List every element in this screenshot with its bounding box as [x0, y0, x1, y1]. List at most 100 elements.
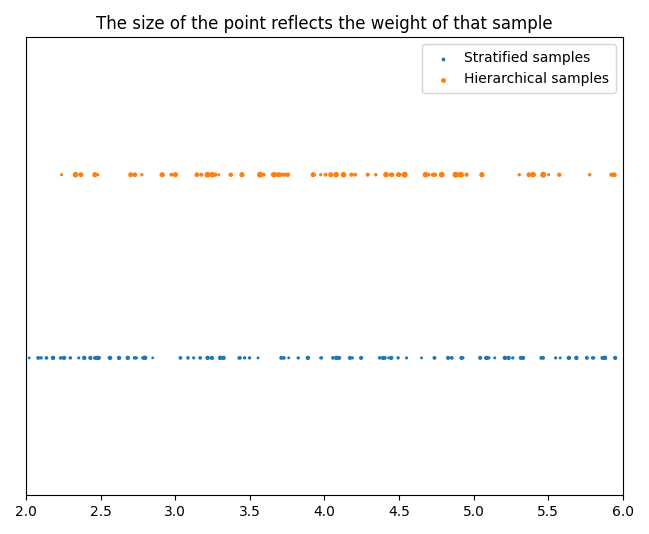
Hierarchical samples	[428, 170, 438, 179]
Hierarchical samples	[524, 170, 534, 179]
Hierarchical samples	[225, 170, 236, 179]
Stratified samples	[58, 354, 69, 362]
Stratified samples	[114, 354, 124, 362]
Stratified samples	[92, 354, 103, 362]
Hierarchical samples	[156, 170, 167, 179]
Stratified samples	[131, 354, 141, 362]
Stratified samples	[536, 354, 546, 362]
Stratified samples	[36, 354, 46, 362]
Stratified samples	[235, 354, 245, 362]
Hierarchical samples	[477, 170, 487, 179]
Hierarchical samples	[71, 170, 81, 179]
Stratified samples	[429, 354, 439, 362]
Hierarchical samples	[282, 170, 293, 179]
Hierarchical samples	[270, 170, 280, 179]
Hierarchical samples	[273, 170, 284, 179]
Stratified samples	[278, 354, 289, 362]
Stratified samples	[215, 354, 225, 362]
Hierarchical samples	[76, 170, 86, 179]
Hierarchical samples	[387, 170, 397, 179]
Stratified samples	[378, 354, 388, 362]
Stratified samples	[600, 354, 610, 362]
Stratified samples	[504, 354, 514, 362]
Hierarchical samples	[386, 170, 396, 179]
Stratified samples	[73, 354, 84, 362]
Hierarchical samples	[609, 170, 620, 179]
Hierarchical samples	[315, 170, 326, 179]
Hierarchical samples	[430, 170, 440, 179]
Stratified samples	[245, 354, 255, 362]
Hierarchical samples	[170, 170, 180, 179]
Stratified samples	[571, 354, 582, 362]
Hierarchical samples	[606, 170, 617, 179]
Hierarchical samples	[394, 170, 404, 179]
Title: The size of the point reflects the weight of that sample: The size of the point reflects the weigh…	[96, 15, 553, 33]
Hierarchical samples	[196, 170, 206, 179]
Stratified samples	[253, 354, 263, 362]
Stratified samples	[475, 354, 485, 362]
Stratified samples	[610, 354, 620, 362]
Hierarchical samples	[207, 170, 217, 179]
Stratified samples	[374, 354, 385, 362]
Hierarchical samples	[93, 170, 103, 179]
Hierarchical samples	[278, 170, 288, 179]
Stratified samples	[500, 354, 510, 362]
Stratified samples	[380, 354, 390, 362]
Hierarchical samples	[157, 170, 167, 179]
Hierarchical samples	[90, 170, 100, 179]
Stratified samples	[24, 354, 34, 362]
Stratified samples	[302, 354, 313, 362]
Stratified samples	[481, 354, 491, 362]
Hierarchical samples	[309, 170, 319, 179]
Hierarchical samples	[453, 170, 463, 179]
Stratified samples	[416, 354, 426, 362]
Hierarchical samples	[338, 170, 349, 179]
Hierarchical samples	[371, 170, 381, 179]
Stratified samples	[456, 354, 467, 362]
Stratified samples	[597, 354, 607, 362]
Stratified samples	[331, 354, 341, 362]
Hierarchical samples	[528, 170, 538, 179]
Stratified samples	[140, 354, 151, 362]
Stratified samples	[234, 354, 244, 362]
Hierarchical samples	[461, 170, 472, 179]
Hierarchical samples	[338, 170, 349, 179]
Stratified samples	[175, 354, 186, 362]
Stratified samples	[489, 354, 500, 362]
Hierarchical samples	[214, 170, 224, 179]
Stratified samples	[345, 354, 355, 362]
Stratified samples	[587, 354, 598, 362]
Stratified samples	[555, 354, 565, 362]
Hierarchical samples	[585, 170, 595, 179]
Stratified samples	[49, 354, 59, 362]
Stratified samples	[55, 354, 66, 362]
Hierarchical samples	[450, 170, 461, 179]
Hierarchical samples	[226, 170, 236, 179]
Hierarchical samples	[421, 170, 431, 179]
Hierarchical samples	[538, 170, 548, 179]
Stratified samples	[284, 354, 294, 362]
Hierarchical samples	[258, 170, 269, 179]
Stratified samples	[482, 354, 492, 362]
Stratified samples	[90, 354, 101, 362]
Hierarchical samples	[202, 170, 213, 179]
Stratified samples	[195, 354, 205, 362]
Hierarchical samples	[350, 170, 360, 179]
Hierarchical samples	[363, 170, 373, 179]
Hierarchical samples	[346, 170, 356, 179]
Hierarchical samples	[437, 170, 447, 179]
Hierarchical samples	[424, 170, 434, 179]
Stratified samples	[79, 354, 90, 362]
Stratified samples	[66, 354, 76, 362]
Hierarchical samples	[56, 170, 67, 179]
Hierarchical samples	[397, 170, 408, 179]
Hierarchical samples	[381, 170, 391, 179]
Stratified samples	[206, 354, 217, 362]
Stratified samples	[589, 354, 599, 362]
Stratified samples	[188, 354, 199, 362]
Stratified samples	[315, 354, 326, 362]
Stratified samples	[333, 354, 343, 362]
Stratified samples	[48, 354, 58, 362]
Stratified samples	[538, 354, 548, 362]
Stratified samples	[123, 354, 133, 362]
